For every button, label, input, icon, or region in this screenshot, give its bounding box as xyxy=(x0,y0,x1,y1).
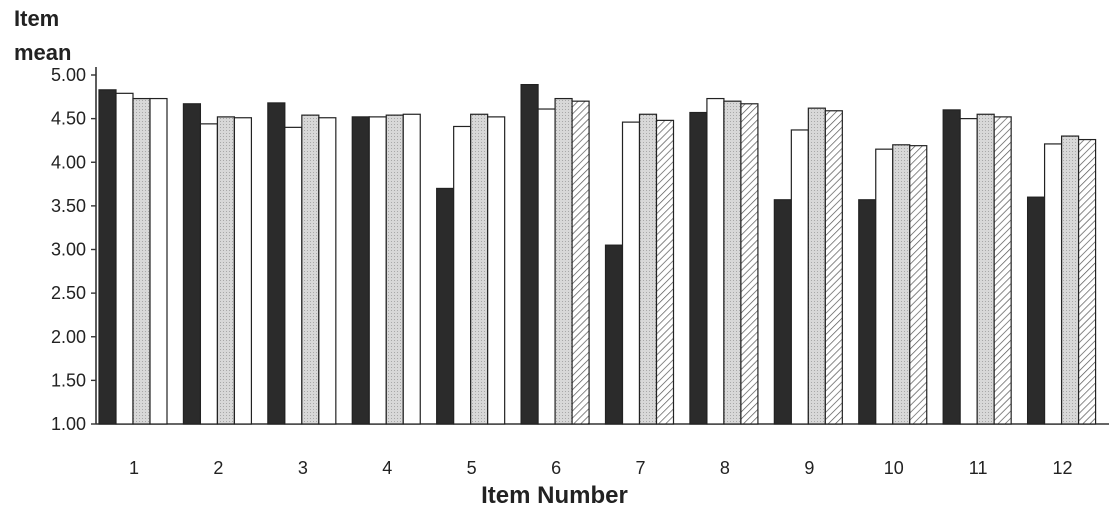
bar-item-2-series-1 xyxy=(182,103,202,425)
bar-item-8-series-4 xyxy=(740,103,759,425)
bar-item-7-series-2 xyxy=(621,121,641,425)
bar-item-4-series-4 xyxy=(402,113,421,425)
y-tick-label: 3.50 xyxy=(51,196,86,216)
bar-item-6-series-2 xyxy=(537,108,556,425)
x-tick-label: 10 xyxy=(884,458,904,478)
bar-item-6-series-3 xyxy=(554,97,573,425)
bar-item-5-series-4 xyxy=(487,116,506,425)
y-tick-label: 4.50 xyxy=(51,109,86,129)
y-tick-label: 1.50 xyxy=(51,370,86,390)
y-tick-label: 3.00 xyxy=(51,240,86,260)
x-tick-label: 12 xyxy=(1053,458,1073,478)
x-axis-label: Item Number xyxy=(481,482,628,509)
bar-item-3-series-1 xyxy=(267,102,286,425)
bar-item-1-series-3 xyxy=(132,97,151,425)
bar-item-4-series-2 xyxy=(368,116,387,425)
x-tick-label: 7 xyxy=(635,458,645,478)
y-tick-label: 2.50 xyxy=(51,283,86,303)
bar-item-10-series-1 xyxy=(858,199,877,425)
y-axis-label-line-1: Item xyxy=(14,6,60,31)
x-tick-label: 2 xyxy=(213,458,223,478)
x-tick-label: 5 xyxy=(467,458,477,478)
x-tick-label: 4 xyxy=(382,458,392,478)
x-tick-label: 6 xyxy=(551,458,561,478)
bar-item-10-series-2 xyxy=(875,148,894,425)
bar-item-2-series-3 xyxy=(216,116,236,425)
bar-item-3-series-3 xyxy=(301,114,320,425)
bar-item-11-series-4 xyxy=(993,116,1012,425)
bar-item-7-series-3 xyxy=(638,113,658,425)
bar-item-9-series-1 xyxy=(773,199,792,425)
bar-item-6-series-1 xyxy=(520,83,539,425)
bar-item-9-series-2 xyxy=(790,129,809,425)
bar-item-12-series-3 xyxy=(1060,135,1080,425)
bar-item-9-series-3 xyxy=(807,107,826,425)
bar-item-1-series-4 xyxy=(149,97,168,425)
bar-item-3-series-2 xyxy=(284,126,303,425)
bar-item-12-series-4 xyxy=(1077,138,1097,425)
bar-item-9-series-4 xyxy=(824,110,843,425)
bar-item-5-series-2 xyxy=(453,125,472,425)
bar-item-12-series-2 xyxy=(1043,143,1063,425)
bar-item-1-series-2 xyxy=(115,92,134,425)
x-tick-label: 9 xyxy=(804,458,814,478)
y-axis-label-line-2: mean xyxy=(14,40,72,65)
bar-item-7-series-1 xyxy=(604,244,624,425)
bar-item-8-series-3 xyxy=(723,100,742,425)
bar-item-2-series-2 xyxy=(199,123,219,425)
x-tick-label: 8 xyxy=(720,458,730,478)
bar-item-4-series-1 xyxy=(351,116,370,425)
bar-item-4-series-3 xyxy=(385,114,404,425)
y-tick-label: 1.00 xyxy=(51,414,86,434)
bar-item-10-series-3 xyxy=(892,144,911,425)
x-tick-label: 11 xyxy=(969,458,988,478)
bar-item-10-series-4 xyxy=(909,145,928,425)
bar-item-5-series-3 xyxy=(470,113,489,425)
bar-item-12-series-1 xyxy=(1026,196,1046,425)
x-tick-label: 1 xyxy=(129,458,139,478)
bar-item-11-series-1 xyxy=(942,109,961,425)
bar-item-8-series-1 xyxy=(689,111,708,425)
bar-item-8-series-2 xyxy=(706,97,725,425)
y-tick-label: 4.00 xyxy=(51,152,86,172)
bar-item-5-series-1 xyxy=(436,187,455,425)
bar-item-11-series-3 xyxy=(976,113,995,425)
y-tick-label: 5.00 xyxy=(51,65,86,85)
y-tick-label: 2.00 xyxy=(51,327,86,347)
bar-item-3-series-4 xyxy=(318,117,337,425)
bar-item-11-series-2 xyxy=(959,118,978,425)
bar-item-2-series-4 xyxy=(233,117,253,425)
x-tick-label: 3 xyxy=(298,458,308,478)
bar-item-6-series-4 xyxy=(571,100,590,425)
bar-item-1-series-1 xyxy=(98,89,117,425)
bar-item-7-series-4 xyxy=(655,119,675,425)
